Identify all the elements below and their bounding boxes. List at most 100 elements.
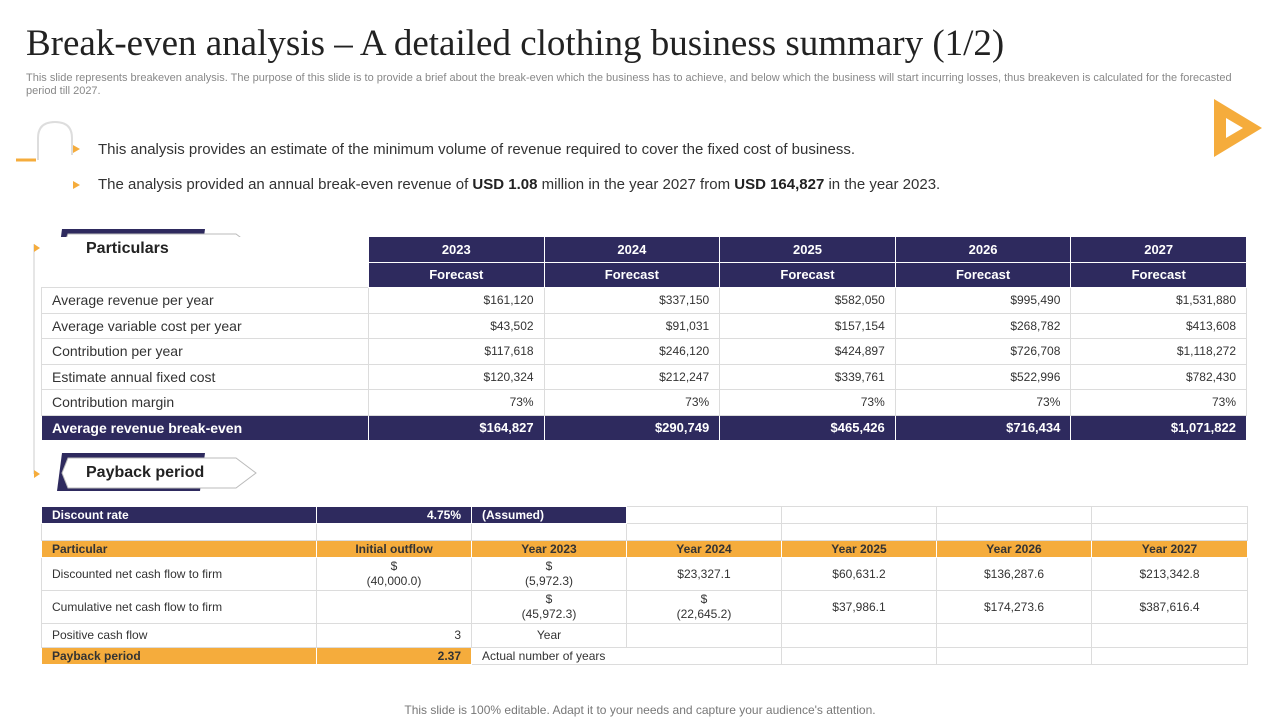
- cell: 73%: [894, 389, 1072, 416]
- cell: [41, 262, 369, 288]
- cell: Year 2023: [471, 540, 627, 558]
- cell: Estimate annual fixed cost: [41, 363, 369, 390]
- cell: $23,327.1: [626, 557, 782, 591]
- cell: Average variable cost per year: [41, 312, 369, 339]
- cell: $157,154: [719, 312, 896, 339]
- cell: $246,120: [543, 338, 721, 365]
- bracket: [16, 120, 73, 161]
- cell: Forecast: [894, 261, 1072, 288]
- bullet-text: This analysis provides an estimate of th…: [98, 141, 856, 158]
- payback-table: Discount rate 4.75% (Assumed) Particular In…: [41, 506, 1248, 665]
- title: Break-even analysis – A detailed clothin…: [26, 23, 1005, 64]
- cell: 73%: [543, 389, 721, 416]
- cell: $ (45,972.3): [471, 590, 627, 624]
- cell: 2027: [1070, 236, 1247, 263]
- bullet-text: million in the year 2027 from: [537, 176, 735, 193]
- cell: $290,749: [543, 414, 721, 441]
- cell: Average revenue per year: [41, 287, 369, 314]
- cell: $91,031: [543, 312, 721, 339]
- cell: (Assumed): [471, 506, 627, 524]
- cell: $522,996: [894, 363, 1072, 390]
- cell: 73%: [368, 389, 545, 416]
- cell: Initial outflow: [316, 540, 472, 558]
- bullet-text: The analysis provided an annual break-ev…: [98, 176, 473, 193]
- cell: $413,608: [1070, 312, 1247, 339]
- cell: $465,426: [719, 414, 896, 441]
- cell: $1,071,822: [1070, 414, 1247, 441]
- cell: 2026: [894, 236, 1072, 263]
- cell: Discount rate: [41, 506, 317, 524]
- cell: $582,050: [719, 287, 896, 314]
- cell: Year: [471, 623, 627, 648]
- cell: $117,618: [368, 338, 545, 365]
- cell: 3: [316, 623, 472, 648]
- cell: Discounted net cash flow to firm: [41, 557, 317, 591]
- row: Contribution per year $117,618 $246,120 $42…: [41, 338, 1247, 365]
- row: Average revenue per year $161,120 $337,150…: [41, 287, 1247, 314]
- cell: Particular: [41, 540, 317, 558]
- bullet-marker: [73, 181, 80, 189]
- bullet: This analysis provides an estimate of th…: [98, 141, 855, 158]
- bullet-marker: [73, 145, 80, 153]
- cell: Contribution margin: [41, 389, 369, 416]
- bullet-text: in the year 2023.: [824, 176, 941, 193]
- cell: $1,531,880: [1070, 287, 1247, 314]
- cell: Forecast: [1070, 261, 1247, 288]
- row: Forecast Forecast Forecast Forecast Forecast: [41, 261, 1247, 288]
- cell: $212,247: [543, 363, 721, 390]
- cell: $164,827: [368, 414, 545, 441]
- cell: Forecast: [368, 261, 545, 288]
- cell: $782,430: [1070, 363, 1247, 390]
- cell: Forecast: [719, 261, 896, 288]
- cell: $1,118,272: [1070, 338, 1247, 365]
- cell: $ (5,972.3): [471, 557, 627, 591]
- cell: $ (22,645.2): [626, 590, 782, 624]
- cell: $337,150: [543, 287, 721, 314]
- row: Contribution margin 73% 73% 73% 73% 73%: [41, 389, 1247, 416]
- cell: [41, 236, 369, 262]
- tab-front: [61, 457, 257, 489]
- cell: Payback period: [41, 647, 317, 665]
- cell: $268,782: [894, 312, 1072, 339]
- forecast-table: 2023 2024 2025 2026 2027 Forecast Forecast Fore…: [41, 236, 1247, 441]
- cell: $ (40,000.0): [316, 557, 472, 591]
- section-label: Particulars: [86, 240, 169, 257]
- cell: 4.75%: [316, 506, 472, 524]
- cell: Actual number of years: [471, 647, 782, 665]
- cell: Year 2024: [626, 540, 782, 558]
- cell: Positive cash flow: [41, 623, 317, 648]
- cell: $120,324: [368, 363, 545, 390]
- cell: 73%: [719, 389, 896, 416]
- cell: 2024: [543, 236, 721, 263]
- cell: 2025: [719, 236, 896, 263]
- cell: $424,897: [719, 338, 896, 365]
- cell: 73%: [1070, 389, 1247, 416]
- bullet: The analysis provided an annual break-ev…: [98, 176, 940, 193]
- cell: $161,120: [368, 287, 545, 314]
- connector-arrows: [34, 244, 40, 478]
- row: 2023 2024 2025 2026 2027: [41, 236, 1247, 263]
- bullet-bold: USD 164,827: [734, 176, 825, 193]
- cell: Year 2027: [1091, 540, 1248, 558]
- cell: 2023: [368, 236, 545, 263]
- cell: $716,434: [894, 414, 1072, 441]
- cell: $726,708: [894, 338, 1072, 365]
- section-label: Payback period: [86, 464, 205, 481]
- cell: $43,502: [368, 312, 545, 339]
- subtitle: This slide represents breakeven analysis…: [26, 72, 1232, 97]
- cell: $136,287.6: [936, 557, 1092, 591]
- cell: $339,761: [719, 363, 896, 390]
- play-icon: [1214, 99, 1262, 157]
- cell: Cumulative net cash flow to firm: [41, 590, 317, 624]
- cell: $174,273.6: [936, 590, 1092, 624]
- cell: Contribution per year: [41, 338, 369, 365]
- cell: Average revenue break-even: [41, 414, 369, 441]
- row: Average revenue break-even $164,827 $290,7…: [41, 414, 1247, 441]
- cell: $37,986.1: [781, 590, 937, 624]
- cell: Forecast: [543, 261, 721, 288]
- bullet-bold: USD 1.08: [472, 176, 538, 193]
- cell: Year 2026: [936, 540, 1092, 558]
- cell: $60,631.2: [781, 557, 937, 591]
- cell: 2.37: [316, 647, 472, 665]
